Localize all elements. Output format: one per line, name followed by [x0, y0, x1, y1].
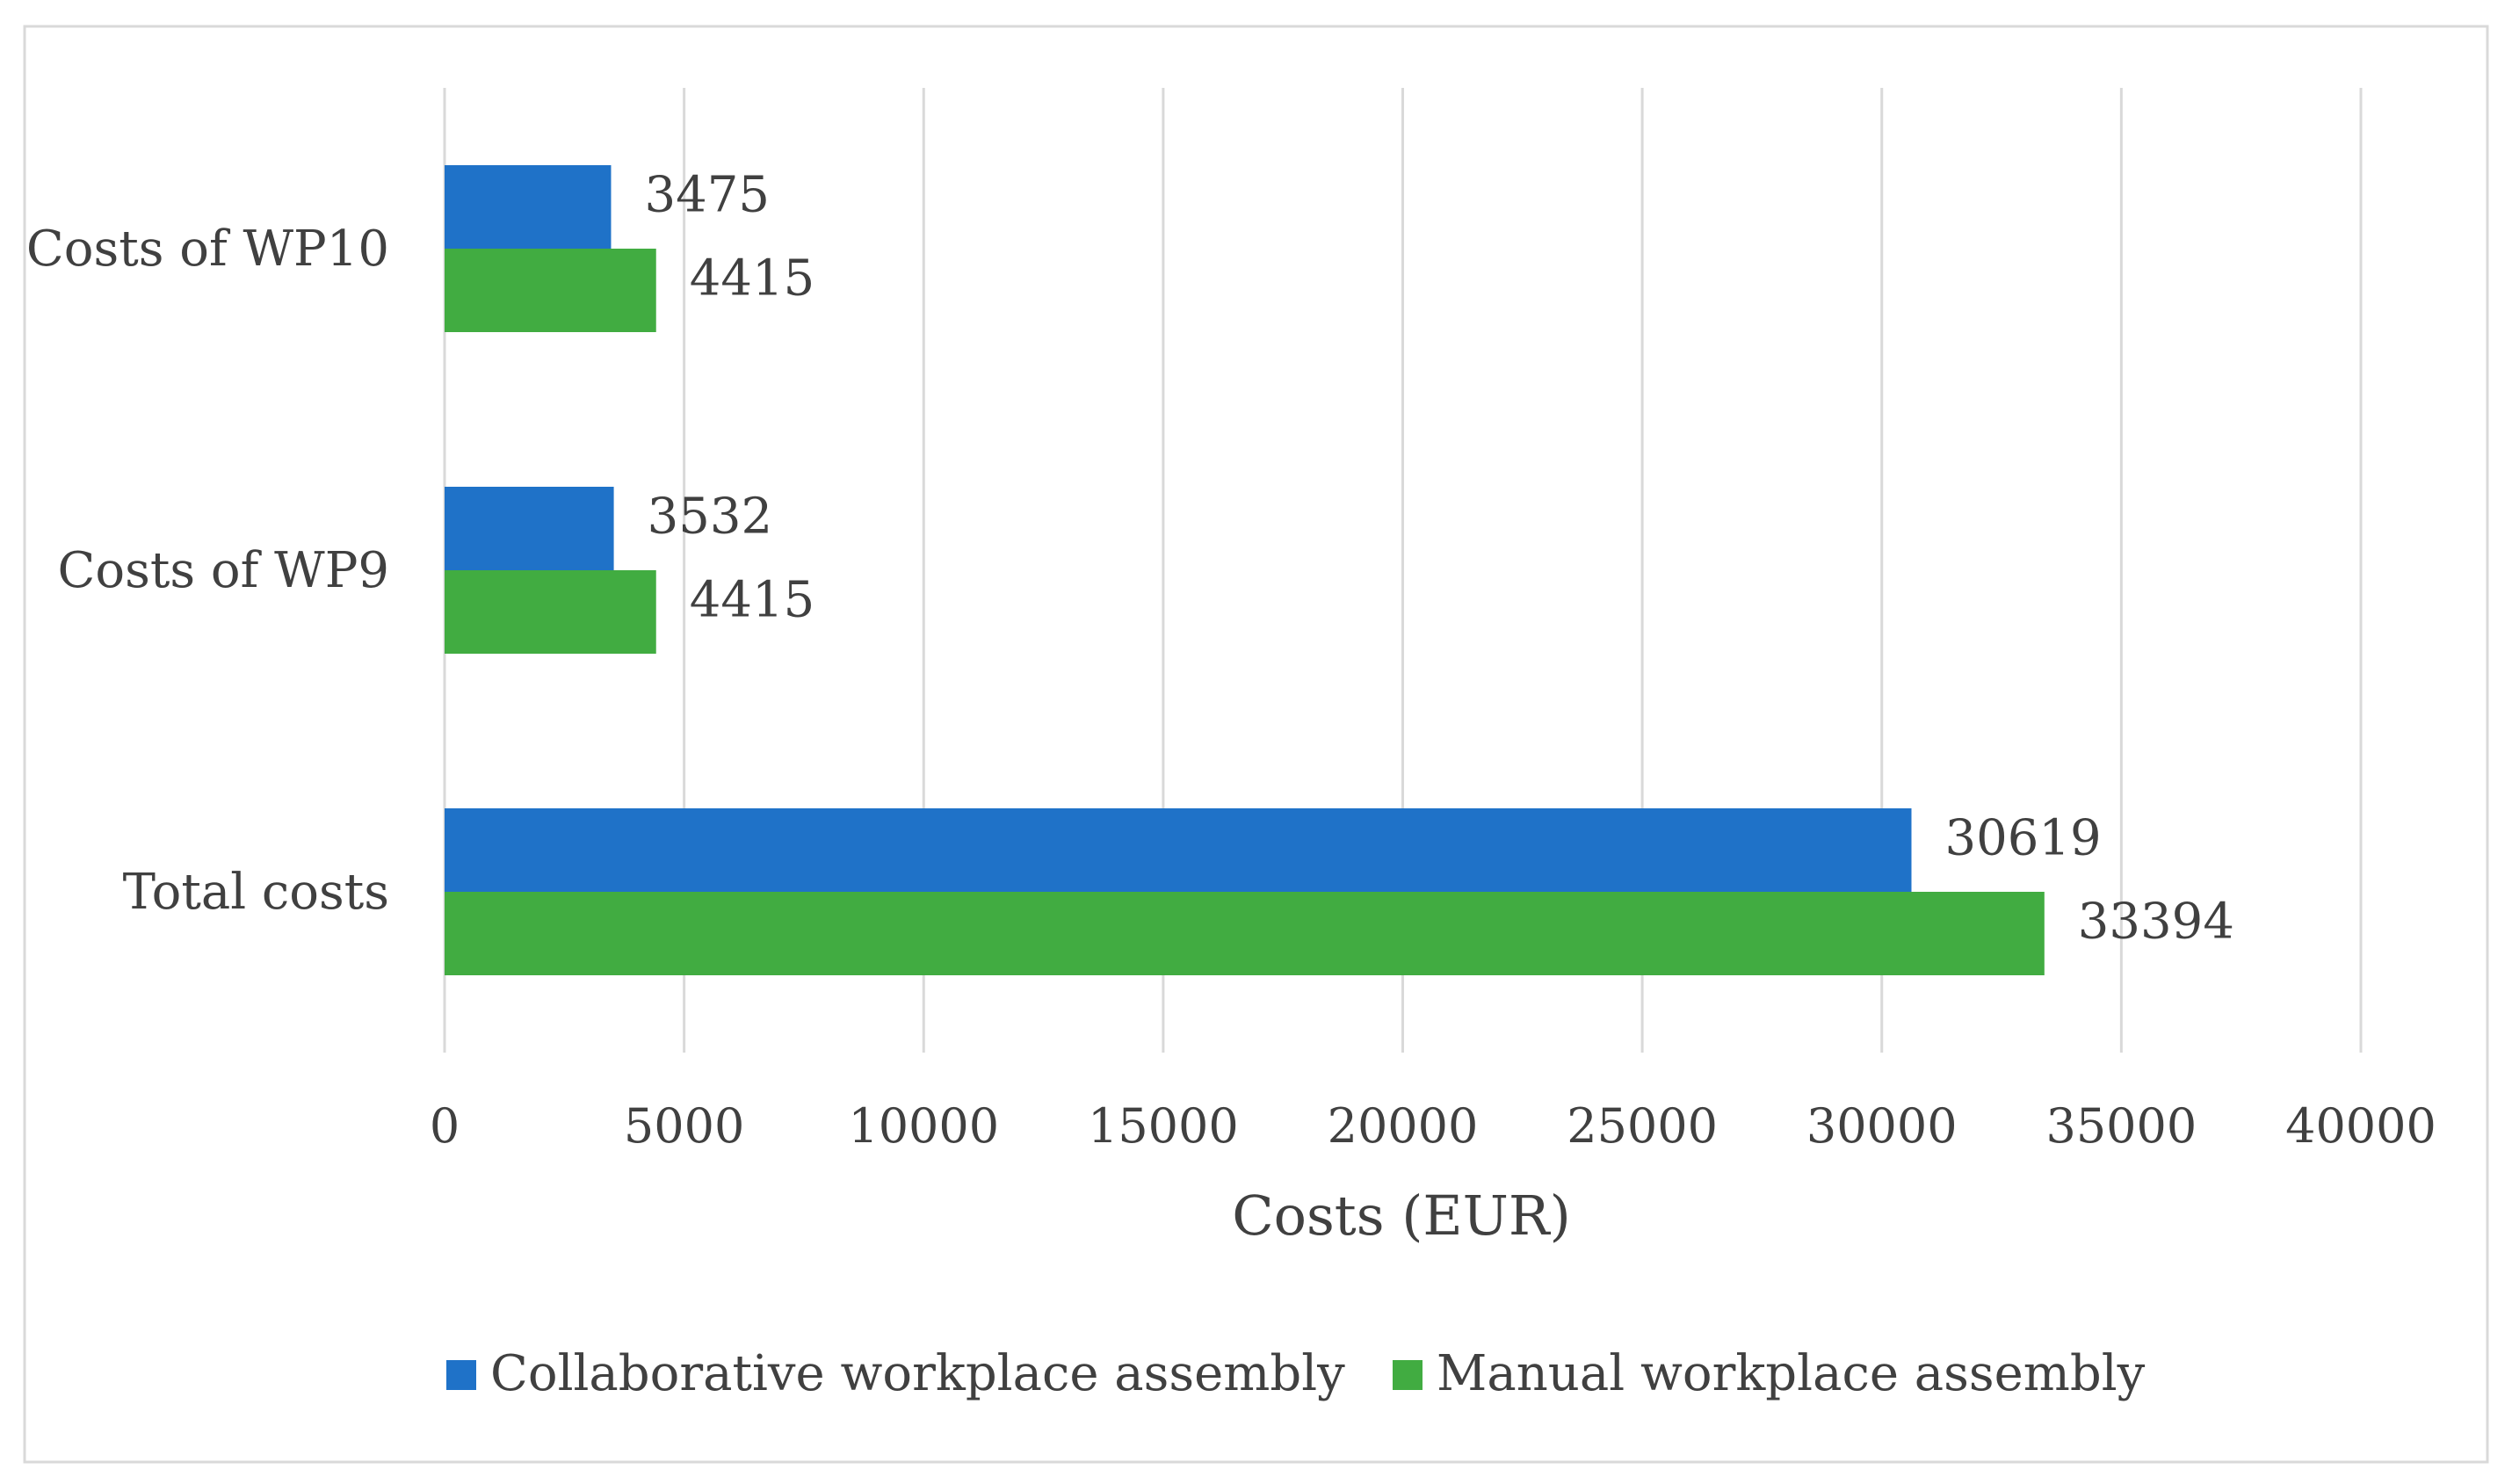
x-tick-label: 40000 [2285, 1098, 2436, 1154]
chart-border [23, 25, 2489, 1464]
data-label: 3532 [648, 489, 773, 546]
x-tick-label: 15000 [1088, 1098, 1239, 1154]
x-axis-title: Costs (EUR) [1232, 1184, 1571, 1248]
data-label: 3475 [644, 167, 770, 224]
legend-label: Manual workplace assembly [1437, 1345, 2146, 1402]
legend-label: Collaborative workplace assembly [490, 1345, 1345, 1402]
x-tick-label: 25000 [1567, 1098, 1718, 1154]
bar-collaborative [445, 487, 614, 570]
legend-swatch [446, 1360, 476, 1390]
legend-swatch [1393, 1360, 1423, 1390]
data-label: 33394 [2078, 894, 2234, 951]
x-tick-label: 35000 [2045, 1098, 2197, 1154]
y-category-label: Total costs [123, 864, 389, 921]
x-tick-label: 5000 [624, 1098, 744, 1154]
x-axis-ticks: 0 5000 10000 15000 20000 25000 30000 35000 40000 [430, 1098, 2436, 1154]
bar-collaborative [445, 165, 612, 249]
x-tick-label: 10000 [848, 1098, 999, 1154]
bar-manual [445, 892, 2045, 975]
bar-collaborative [445, 808, 1912, 892]
data-labels: 3475 4415 3532 4415 30619 33394 [644, 167, 2233, 951]
bar-manual [445, 249, 656, 332]
data-label: 4415 [690, 250, 815, 308]
bar-manual [445, 570, 656, 654]
x-tick-label: 0 [430, 1098, 460, 1154]
y-category-label: Costs of WP10 [26, 221, 389, 278]
x-tick-label: 30000 [1806, 1098, 1958, 1154]
data-label: 30619 [1945, 810, 2102, 867]
x-tick-label: 20000 [1328, 1098, 1479, 1154]
y-category-label: Costs of WP9 [58, 542, 389, 599]
bars [445, 165, 2045, 975]
legend: Collaborative workplace assembly Manual w… [446, 1345, 2146, 1402]
data-label: 4415 [690, 572, 815, 629]
y-axis-categories: Costs of WP10 Costs of WP9 Total costs [26, 221, 389, 921]
